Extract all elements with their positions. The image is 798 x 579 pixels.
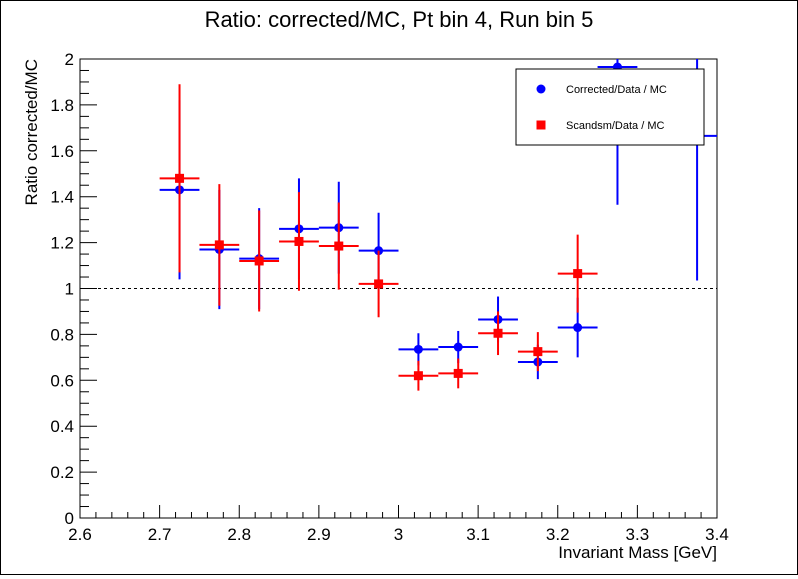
y-tick-label: 0	[65, 509, 74, 528]
x-tick-label: 2.7	[148, 525, 172, 544]
y-tick-label: 1.4	[50, 188, 74, 207]
legend-label: Scandsm/Data / MC	[566, 120, 664, 132]
data-point-circle	[413, 344, 423, 354]
x-tick-label: 2.6	[68, 525, 92, 544]
series-1	[159, 59, 717, 380]
x-tick-label: 2.8	[227, 525, 251, 544]
y-axis-label: Ratio corrected/MC	[22, 59, 41, 205]
x-tick-label: 3	[394, 525, 403, 544]
legend-marker-square	[536, 120, 546, 130]
data-point-square	[573, 269, 583, 279]
data-point-square	[533, 347, 543, 357]
data-point-square	[493, 328, 503, 338]
legend-label: Corrected/Data / MC	[566, 84, 667, 96]
data-point-square	[453, 368, 463, 378]
legend: Corrected/Data / MC Scandsm/Data / MC	[515, 68, 705, 146]
data-point-square	[374, 279, 384, 289]
y-tick-label: 1.8	[50, 96, 74, 115]
data-point-square	[254, 256, 264, 266]
x-tick-label: 3.1	[466, 525, 490, 544]
y-tick-label: 0.8	[50, 325, 74, 344]
series-2	[159, 84, 598, 391]
x-tick-label: 3.4	[705, 525, 729, 544]
data-layer	[159, 59, 717, 391]
y-tick-label: 0.6	[50, 371, 74, 390]
data-point-square	[214, 240, 224, 250]
data-clip-group	[159, 59, 717, 391]
y-tick-label: 0.4	[50, 417, 74, 436]
data-point-square	[334, 241, 344, 251]
y-tick-label: 1	[65, 280, 74, 299]
x-tick-label: 3.3	[626, 525, 650, 544]
data-point-circle	[573, 323, 583, 333]
y-tick-label: 1.2	[50, 234, 74, 253]
data-point-square	[413, 371, 423, 381]
x-axis-label: Invariant Mass [GeV]	[558, 543, 717, 562]
data-point-square	[294, 236, 304, 246]
y-tick-label: 1.6	[50, 142, 74, 161]
x-tick-label: 3.2	[546, 525, 570, 544]
legend-box	[515, 68, 705, 146]
y-tick-label: 0.2	[50, 463, 74, 482]
y-tick-label: 2	[65, 50, 74, 69]
x-tick-label: 2.9	[307, 525, 331, 544]
axes-layer: 2.6 2.7 2.8 2.9 3 3.1 3.2 3.3 3.4 0 0.2 0.4 0.6 0.8 1 1…	[22, 50, 729, 562]
data-point-circle	[453, 342, 463, 352]
legend-marker-circle	[536, 84, 546, 94]
data-point-square	[175, 173, 185, 183]
chart-title: Ratio: corrected/MC, Pt bin 4, Run bin 5	[204, 7, 594, 32]
